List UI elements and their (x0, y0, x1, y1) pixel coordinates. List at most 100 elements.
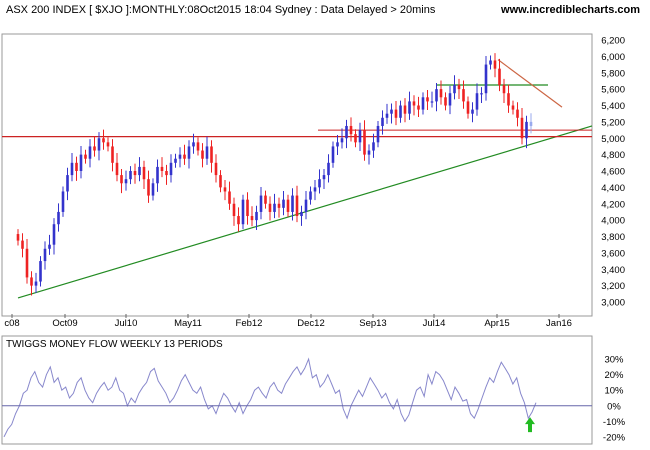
date-tick-label: Feb12 (236, 318, 263, 329)
date-tick-label: Jul14 (423, 318, 446, 329)
candle-body (439, 89, 443, 98)
candle-body (394, 109, 398, 118)
candle-body (97, 138, 101, 151)
candle-body (174, 158, 177, 163)
candle-body (264, 195, 267, 204)
price-tick-label: 3,200 (601, 281, 625, 292)
candle-body (426, 97, 429, 102)
indicator-tick-label: -10% (603, 417, 626, 428)
candle-body (412, 101, 416, 106)
date-axis: c08 Oct09 Jul10 May11 Feb12 Dec12 Sep13 Jul14 Ap… (4, 314, 572, 329)
candle-body (250, 216, 254, 221)
indicator-tick-label: 30% (604, 355, 624, 366)
price-tick-label: 4,400 (601, 183, 625, 194)
candles (16, 53, 533, 296)
candle-body (214, 162, 218, 176)
candle-body (246, 199, 249, 217)
candle-body (196, 142, 200, 151)
candle-body (25, 248, 29, 278)
candle-body (520, 117, 524, 139)
candle-body (160, 166, 164, 171)
candle-body (363, 130, 366, 155)
candle-body (120, 175, 123, 184)
candle-body (390, 109, 393, 114)
candle-body (124, 179, 128, 184)
candle-body (223, 187, 227, 192)
candle-body (111, 146, 114, 163)
price-tick-label: 3,800 (601, 232, 625, 243)
candle-body (228, 191, 231, 204)
price-tick-label: 4,000 (601, 216, 625, 227)
candle-body (367, 150, 371, 155)
candle-body (358, 130, 362, 143)
price-tick-label: 5,600 (601, 85, 625, 96)
candle-body (84, 154, 87, 159)
candle-body (201, 150, 204, 159)
candle-body (493, 60, 497, 69)
candle-body (273, 203, 276, 212)
price-tick-label: 4,200 (601, 199, 625, 210)
candle-body (381, 117, 384, 126)
candle-body (421, 97, 425, 110)
candle-body (498, 68, 501, 86)
candle-body (210, 146, 213, 163)
candle-body (507, 93, 510, 106)
price-tick-label: 6,000 (601, 52, 625, 63)
candle-body (115, 162, 119, 176)
candle-body (93, 146, 96, 151)
candle-body (295, 195, 299, 217)
candle-body (205, 146, 209, 159)
candle-body (133, 171, 137, 176)
price-tick-label: 3,600 (601, 248, 625, 259)
candle-body (489, 60, 492, 65)
candle-body (331, 146, 335, 163)
candle-body (340, 138, 344, 143)
candle-body (444, 97, 447, 106)
candle-body (79, 154, 83, 171)
candle-body (142, 166, 146, 180)
candle-body (511, 105, 515, 110)
candle-body (102, 138, 105, 143)
date-tick-label: Apr15 (484, 318, 509, 329)
candle-body (16, 234, 20, 241)
candle-body (232, 203, 236, 217)
candle-body (516, 109, 519, 118)
candle-body (466, 101, 470, 114)
candle-body (30, 277, 33, 286)
main-plot-frame (1, 33, 593, 317)
candle-body (57, 211, 60, 225)
price-tick-label: 5,800 (601, 68, 625, 79)
candle-body (169, 162, 173, 176)
indicator-tick-label: -20% (603, 432, 626, 443)
candle-body (475, 93, 479, 110)
candle-body (66, 175, 69, 192)
candle-body (178, 154, 182, 159)
candle-body (219, 175, 222, 188)
indicator-tick-label: 20% (604, 370, 624, 381)
candle-body (417, 105, 420, 110)
candle-body (291, 195, 294, 212)
date-tick-label: Dec12 (297, 318, 324, 329)
price-tick-label: 4,800 (601, 150, 625, 161)
site-url[interactable]: www.incrediblecharts.com (500, 4, 640, 16)
candle-body (138, 166, 141, 176)
candle-body (237, 216, 240, 225)
candle-body (106, 142, 110, 147)
candle-body (313, 187, 317, 192)
price-tick-label: 6,200 (601, 36, 625, 47)
date-tick-label: c08 (4, 318, 19, 329)
candle-body (403, 105, 407, 114)
candle-body (372, 142, 375, 151)
candle-body (70, 162, 74, 176)
candle-body (192, 142, 195, 147)
candle-body (147, 179, 150, 196)
candle-body (322, 175, 326, 180)
candle-body (462, 89, 465, 102)
candle-body (309, 191, 312, 200)
candle-body (484, 64, 488, 94)
date-tick-label: Jul10 (115, 318, 138, 329)
price-tick-label: 3,000 (601, 298, 625, 309)
candle-body (151, 183, 155, 196)
candle-body (255, 211, 258, 221)
down-trendline (497, 59, 563, 108)
